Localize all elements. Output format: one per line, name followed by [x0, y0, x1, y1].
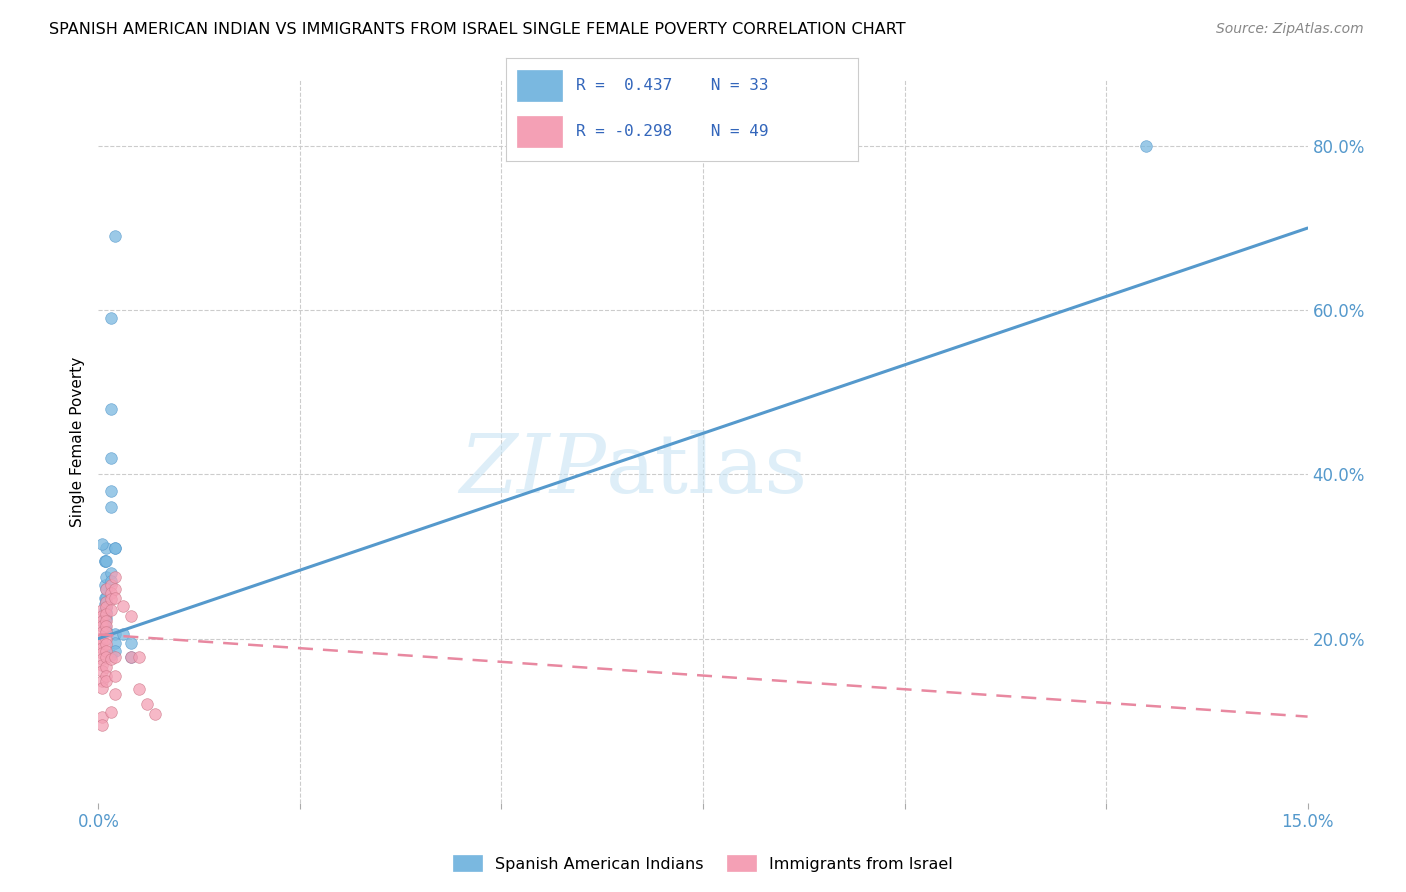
Text: atlas: atlas — [606, 431, 808, 510]
Point — [100, 578, 122, 592]
Point — [91, 625, 114, 640]
Point — [91, 632, 114, 646]
Point — [91, 652, 114, 666]
Point — [96, 594, 118, 608]
Point — [94, 578, 117, 592]
Point — [94, 603, 117, 617]
Text: R = -0.298    N = 49: R = -0.298 N = 49 — [576, 124, 769, 139]
Point — [96, 594, 118, 608]
Point — [100, 311, 122, 326]
Point — [100, 648, 122, 662]
Point — [91, 657, 114, 672]
Point — [96, 624, 118, 638]
Point — [103, 644, 125, 658]
Y-axis label: Single Female Poverty: Single Female Poverty — [69, 357, 84, 526]
Bar — [517, 70, 562, 101]
Point — [91, 681, 114, 695]
Point — [103, 649, 125, 664]
Point — [100, 652, 122, 666]
Point — [96, 632, 118, 646]
Point — [94, 608, 117, 623]
Point — [128, 649, 150, 664]
Point — [120, 608, 142, 623]
Point — [103, 636, 125, 650]
Point — [94, 591, 117, 605]
Point — [91, 614, 114, 628]
Point — [96, 553, 118, 567]
Point — [91, 608, 114, 623]
Point — [94, 619, 117, 633]
Point — [91, 641, 114, 656]
Point — [94, 614, 117, 628]
Text: R =  0.437    N = 33: R = 0.437 N = 33 — [576, 78, 769, 93]
Point — [94, 553, 117, 567]
Point — [96, 607, 118, 621]
Point — [96, 649, 118, 664]
Point — [103, 229, 125, 244]
Point — [120, 649, 142, 664]
Point — [91, 636, 114, 650]
Point — [1135, 139, 1157, 153]
Point — [96, 619, 118, 633]
Point — [100, 706, 122, 720]
Point — [91, 603, 114, 617]
Point — [91, 665, 114, 679]
Point — [91, 718, 114, 732]
Point — [103, 627, 125, 641]
Point — [100, 483, 122, 498]
Point — [143, 707, 166, 722]
Point — [94, 553, 117, 567]
Point — [120, 636, 142, 650]
Point — [96, 605, 118, 619]
Point — [96, 674, 118, 689]
Point — [91, 646, 114, 660]
Text: Source: ZipAtlas.com: Source: ZipAtlas.com — [1216, 22, 1364, 37]
Point — [103, 668, 125, 682]
Point — [100, 586, 122, 600]
Point — [100, 500, 122, 515]
Legend: Spanish American Indians, Immigrants from Israel: Spanish American Indians, Immigrants fro… — [447, 848, 959, 878]
Point — [100, 603, 122, 617]
Point — [96, 637, 118, 651]
Point — [91, 619, 114, 633]
Point — [96, 660, 118, 674]
Point — [91, 709, 114, 723]
Point — [111, 599, 134, 613]
Text: ZIP: ZIP — [460, 431, 606, 510]
Point — [94, 597, 117, 611]
Point — [91, 537, 114, 551]
Point — [135, 698, 157, 712]
Point — [120, 649, 142, 664]
Point — [103, 591, 125, 605]
Point — [96, 582, 118, 597]
Bar — [517, 117, 562, 147]
Point — [103, 687, 125, 701]
Point — [96, 625, 118, 640]
Point — [96, 600, 118, 615]
Point — [96, 541, 118, 556]
Point — [103, 541, 125, 556]
Point — [96, 582, 118, 597]
Point — [100, 592, 122, 607]
Point — [96, 570, 118, 584]
Point — [96, 591, 118, 605]
Point — [96, 668, 118, 682]
Point — [128, 682, 150, 697]
Point — [100, 450, 122, 465]
Point — [96, 611, 118, 625]
Point — [103, 570, 125, 584]
Point — [96, 644, 118, 658]
Point — [103, 582, 125, 597]
Text: SPANISH AMERICAN INDIAN VS IMMIGRANTS FROM ISRAEL SINGLE FEMALE POVERTY CORRELAT: SPANISH AMERICAN INDIAN VS IMMIGRANTS FR… — [49, 22, 905, 37]
Point — [91, 674, 114, 689]
Point — [100, 574, 122, 588]
Point — [111, 627, 134, 641]
Point — [103, 541, 125, 556]
Point — [100, 401, 122, 416]
Point — [96, 600, 118, 615]
Point — [100, 566, 122, 580]
Point — [96, 614, 118, 628]
